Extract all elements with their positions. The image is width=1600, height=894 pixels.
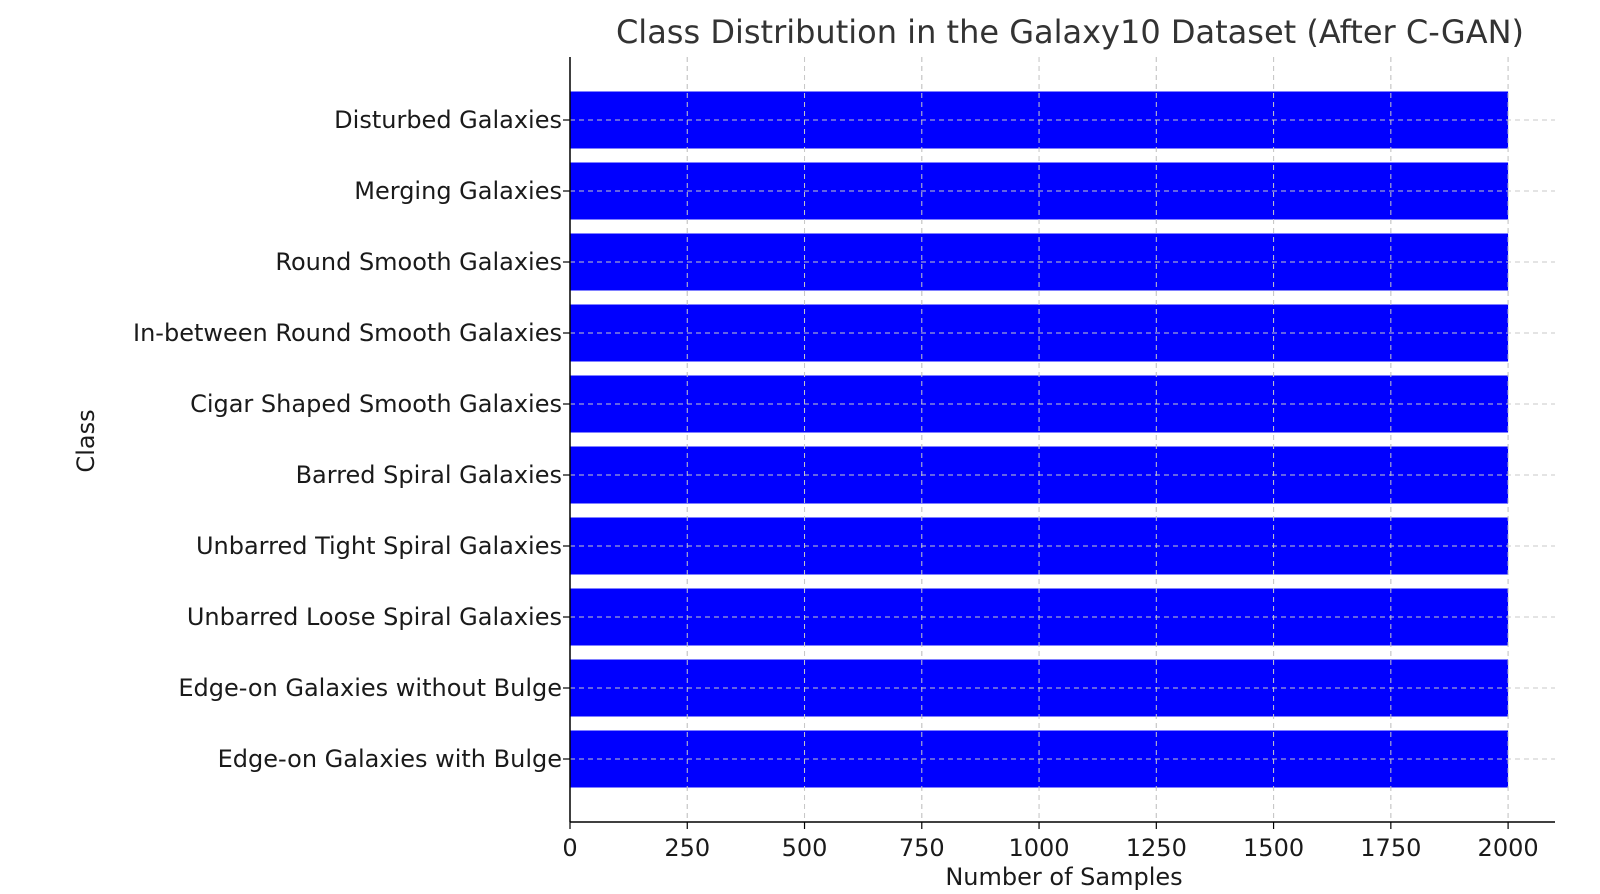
x-tick-label: 750 [899,834,945,862]
x-tick-label: 2000 [1478,834,1539,862]
y-tick-label: Cigar Shaped Smooth Galaxies [190,390,562,418]
x-tick-label: 250 [664,834,710,862]
y-tick-label: Round Smooth Galaxies [275,248,562,276]
x-axis-label: Number of Samples [945,863,1182,891]
y-axis-label: Class [72,409,100,472]
y-tick-label: Edge-on Galaxies without Bulge [178,674,562,702]
bar-grid-overlay [569,57,1555,822]
y-tick-label: In-between Round Smooth Galaxies [133,319,562,347]
tick-labels: 0 250 500 750 1000 1250 1500 1750 2000 Edge-on Ga… [133,106,1539,862]
x-tick-label: 1500 [1243,834,1304,862]
chart-title: Class Distribution in the Galaxy10 Datas… [616,13,1524,51]
y-tick-label: Disturbed Galaxies [334,106,562,134]
x-tick-label: 1000 [1009,834,1070,862]
x-tick-label: 0 [562,834,577,862]
x-tick-label: 1250 [1126,834,1187,862]
y-tick-label: Barred Spiral Galaxies [296,461,562,489]
x-tick-label: 1750 [1360,834,1421,862]
x-tick-label: 500 [782,834,828,862]
y-tick-label: Unbarred Loose Spiral Galaxies [187,603,562,631]
y-tick-label: Merging Galaxies [354,177,562,205]
y-tick-label: Edge-on Galaxies with Bulge [218,745,562,773]
y-tick-label: Unbarred Tight Spiral Galaxies [196,532,562,560]
